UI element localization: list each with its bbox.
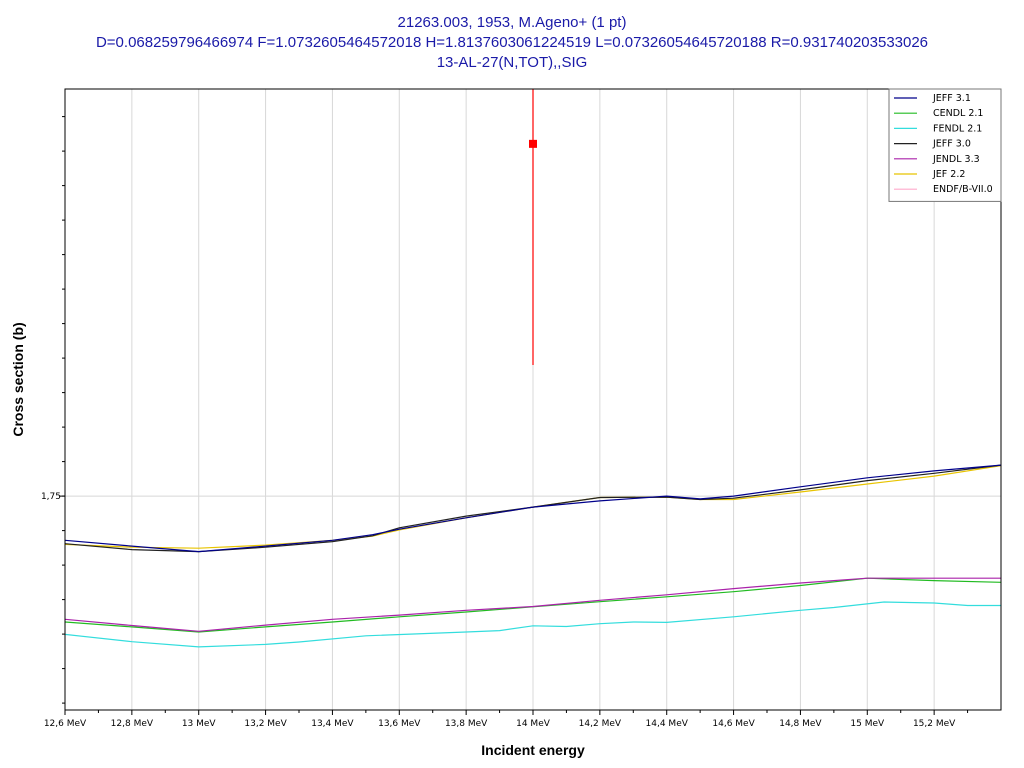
x-tick-label: 14,6 MeV [712,719,755,729]
chart-title: 21263.003, 1953, M.Ageno+ (1 pt) [397,14,627,31]
chart-subtitle-parameters: D=0.068259796466974 F=1.0732605464572018… [95,34,929,51]
x-tick-label: 12,8 MeV [111,719,154,729]
series-line-fendl-2-1 [64,601,1001,648]
x-tick-label: 12,6 MeV [44,719,87,729]
x-tick-label: 13,4 MeV [311,719,354,729]
axes: 12,6 MeV 12,8 MeV 13 MeV 13,2 MeV 13,4 MeV 13… [41,116,969,729]
measurement-layer [529,89,537,365]
x-tick-label: 13,6 MeV [378,719,421,729]
legend-label-endf-b-vii-0: ENDF/B-VII.0 [933,184,993,195]
legend-label-jeff-3-0: JEFF 3.0 [932,139,971,150]
legend: JEFF 3.1 CENDL 2.1 FENDL 2.1 JEFF 3.0 JENDL … [888,88,1002,202]
x-tick-label: 13,2 MeV [244,719,287,729]
legend-label-jeff-3-1: JEFF 3.1 [932,93,971,104]
legend-label-fendl-2-1: FENDL 2.1 [933,123,982,134]
y-tick-label: 1,75 [41,492,61,502]
series-line-jendl-3-3 [64,577,1001,632]
legend-label-jendl-3-3: JENDL 3.3 [932,154,980,165]
x-tick-label: 13,8 MeV [445,719,488,729]
x-tick-label: 14 MeV [516,719,551,729]
legend-label-cendl-2-1: CENDL 2.1 [933,108,983,119]
x-tick-label: 13 MeV [182,719,217,729]
x-axis-label: Incident energy [481,742,585,758]
legend-label-jef-2-2: JEF 2.2 [932,169,965,180]
series-line-jeff-3-1 [64,464,1002,553]
legend-box [888,88,1002,202]
y-axis-label: Cross section (b) [10,322,26,436]
chart-subtitle-reaction: 13-AL-27(N,TOT),,SIG [436,54,588,71]
x-tick-label: 15,2 MeV [913,719,956,729]
x-tick-label: 15 MeV [850,719,885,729]
x-tick-label: 14,8 MeV [779,719,822,729]
x-tick-label: 14,2 MeV [579,719,622,729]
x-tick-label: 14,4 MeV [646,719,689,729]
measurement-point [529,139,537,148]
series-layer [64,464,1002,648]
